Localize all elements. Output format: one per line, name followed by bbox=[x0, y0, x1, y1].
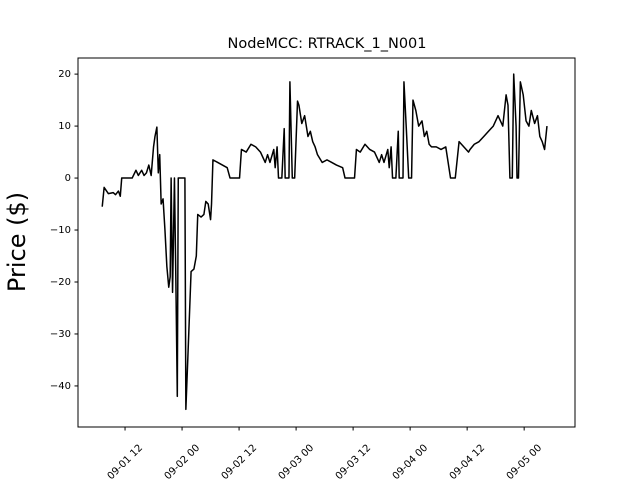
y-tick-label: −10 bbox=[50, 225, 71, 236]
y-tick-label: −30 bbox=[50, 329, 71, 340]
x-tick-label: 09-02 00 bbox=[163, 443, 203, 480]
price-line bbox=[101, 73, 548, 411]
y-tick-label: 20 bbox=[58, 69, 71, 80]
x-tick-label: 09-04 12 bbox=[448, 443, 488, 480]
y-tick-label: −40 bbox=[50, 381, 71, 392]
x-tick-label: 09-03 00 bbox=[277, 443, 317, 480]
x-tick-label: 09-05 00 bbox=[505, 443, 545, 480]
x-tick-label: 09-01 12 bbox=[106, 443, 146, 480]
x-tick-label: 09-02 12 bbox=[220, 443, 260, 480]
y-tick-label: 10 bbox=[58, 121, 71, 132]
x-tick-label: 09-03 12 bbox=[334, 443, 374, 480]
y-tick-label: 0 bbox=[65, 173, 71, 184]
y-tick-label: −20 bbox=[50, 277, 71, 288]
y-axis-label: Price ($) bbox=[3, 192, 31, 292]
x-tick-label: 09-04 00 bbox=[391, 443, 431, 480]
axes-frame bbox=[77, 57, 576, 428]
chart-title: NodeMCC: RTRACK_1_N001 bbox=[227, 36, 426, 52]
